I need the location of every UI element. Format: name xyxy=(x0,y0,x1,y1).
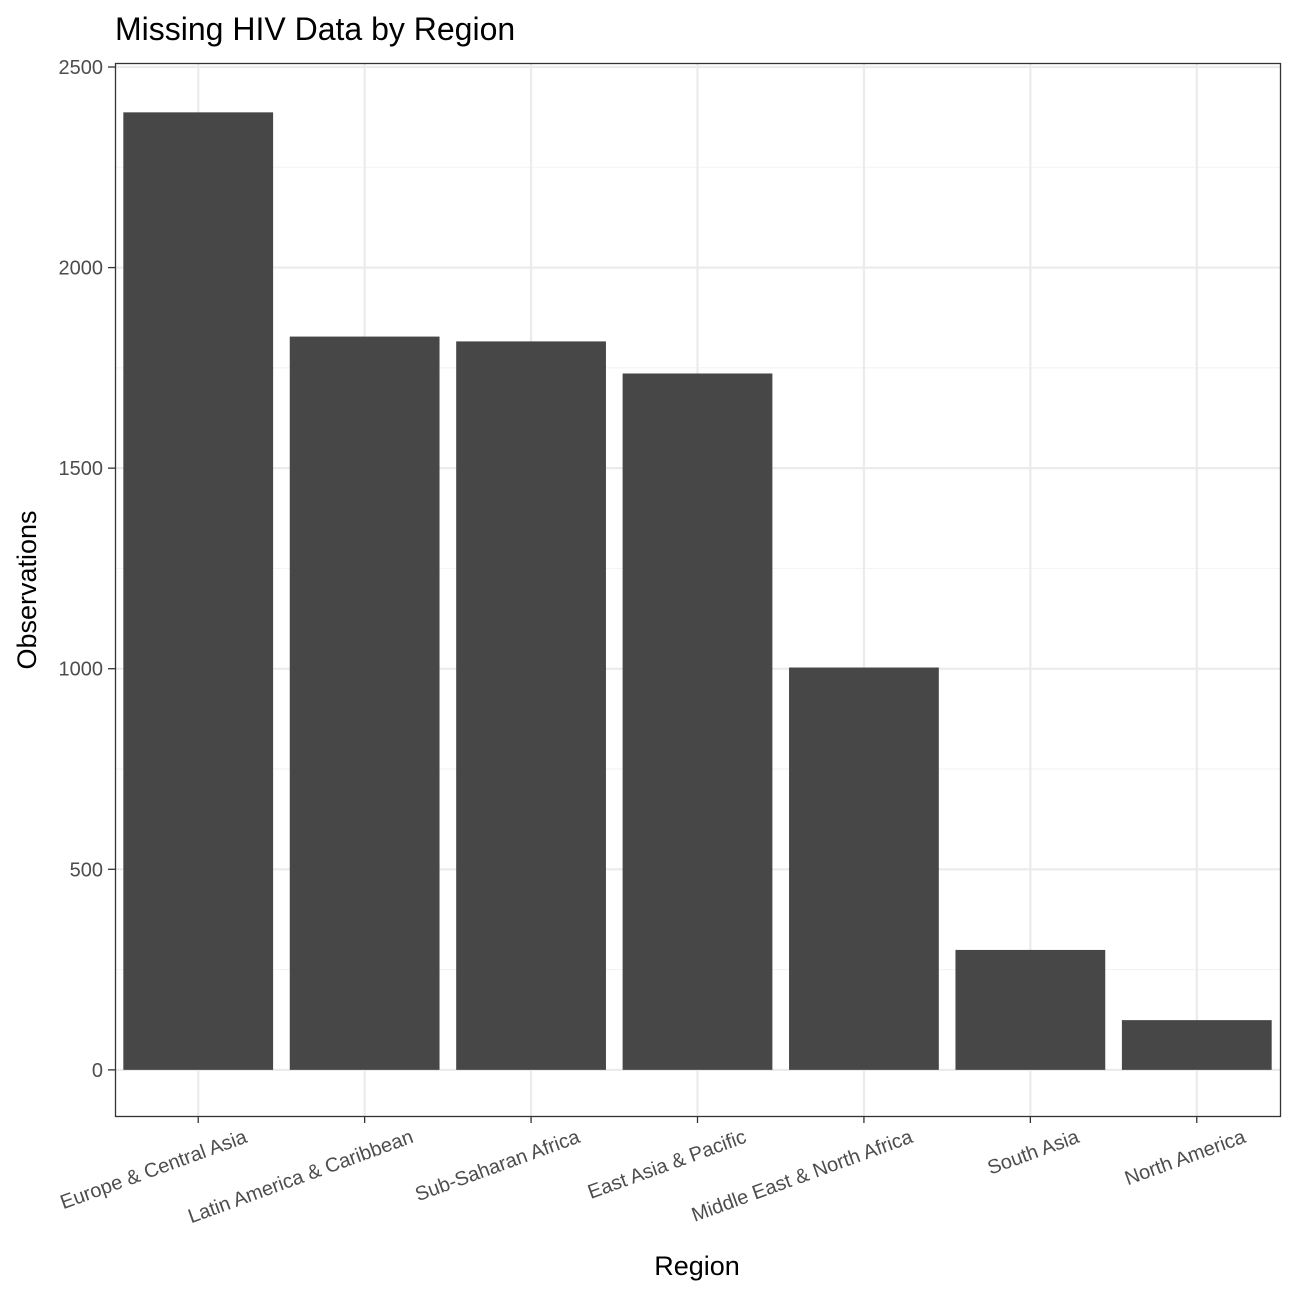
x-axis-title: Region xyxy=(654,1251,740,1281)
bar xyxy=(622,373,773,1070)
y-tick-label: 2000 xyxy=(59,258,104,280)
bar xyxy=(955,949,1106,1070)
bar xyxy=(1121,1020,1272,1070)
x-tick-label: South Asia xyxy=(985,1126,1083,1180)
bar xyxy=(456,341,606,1070)
y-tick-label: 1500 xyxy=(59,458,104,480)
y-tick-label: 1000 xyxy=(59,659,104,681)
bar xyxy=(289,336,440,1070)
bar xyxy=(123,112,274,1070)
bar xyxy=(789,667,939,1070)
y-tick-label: 500 xyxy=(70,859,103,881)
y-tick-label: 0 xyxy=(92,1060,103,1082)
x-tick-label: North America xyxy=(1122,1126,1249,1190)
y-axis-title: Observations xyxy=(12,510,42,669)
x-tick-label: Sub-Saharan Africa xyxy=(412,1126,583,1206)
y-tick-label: 2500 xyxy=(59,57,104,79)
bars xyxy=(123,112,1272,1070)
y-axis: 0 500 1000 1500 2000 2500 xyxy=(59,57,115,1082)
chart-title: Missing HIV Data by Region xyxy=(115,11,515,47)
